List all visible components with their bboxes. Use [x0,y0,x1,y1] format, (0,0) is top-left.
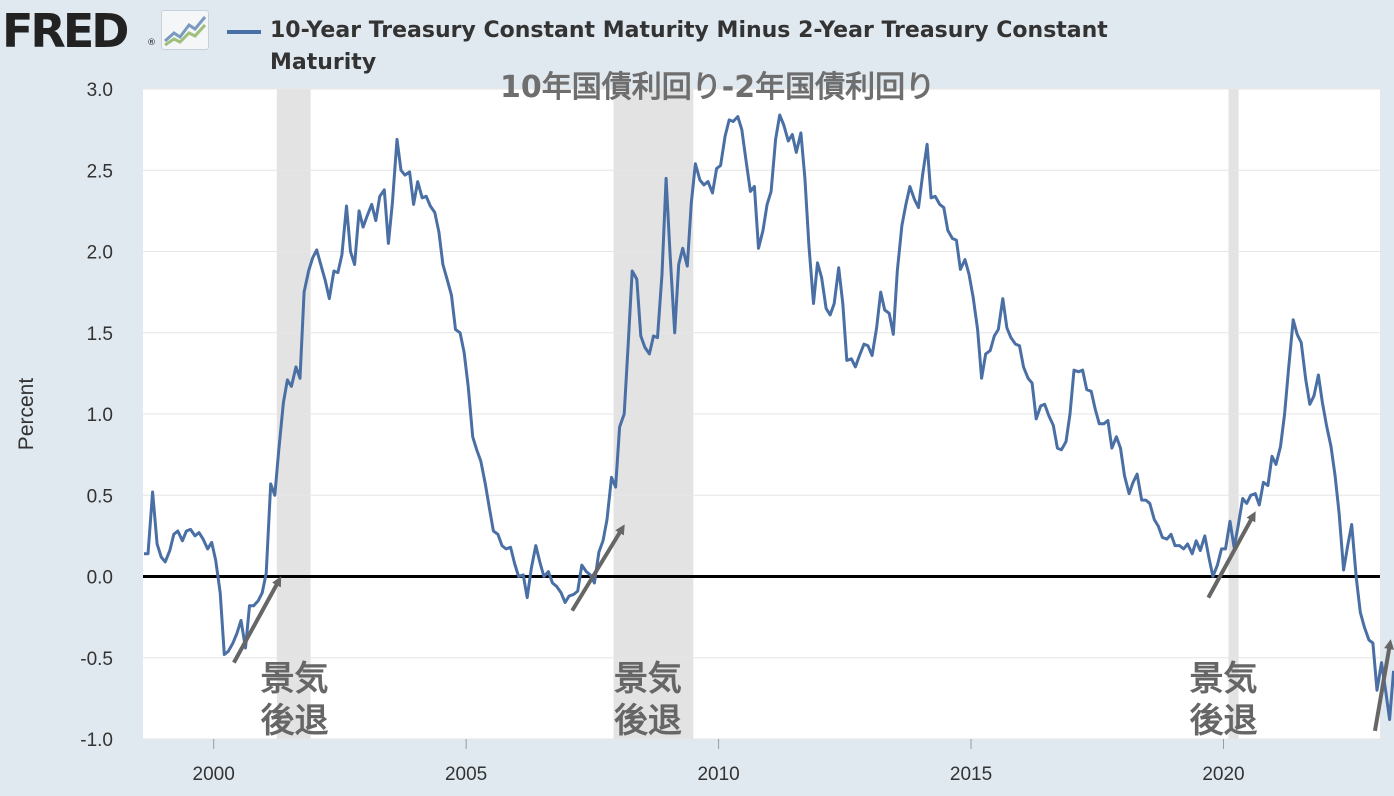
y-tick-label: -1.0 [80,730,113,751]
series-line [144,113,1394,721]
y-tick-label: 1.5 [87,324,113,345]
y-tick-label: 1.0 [87,405,113,426]
recession-annotation-label: 景気 [260,659,328,699]
y-tick-label: 0.0 [87,568,113,589]
annotation-arrow [570,524,625,612]
fred-graph-icon [161,10,209,50]
x-tick-label: 2020 [1202,764,1244,785]
legend-swatch [227,30,261,34]
x-tick-label: 2010 [697,764,739,785]
y-tick-label: 0.5 [87,486,113,507]
y-tick-label: 3.0 [87,80,113,101]
fred-logo[interactable]: FRED [2,4,129,58]
recession-annotation-label: 景気 [614,659,682,699]
recession-annotation-label: 後退 [1189,701,1257,741]
overlay-title: 10年国債利回り-2年国債利回り [500,70,936,105]
x-tick-label: 2015 [950,764,992,785]
annotation-arrow [1206,511,1256,599]
y-tick-label: -0.5 [80,649,113,670]
y-axis-label: Percent [15,378,38,451]
legend-label: 10-Year Treasury Constant Maturity Minus… [270,18,1108,75]
recession-annotation-label: 景気 [1189,659,1257,699]
annotation-arrow [1372,639,1394,732]
x-tick-label: 2000 [193,764,235,785]
recession-annotation-label: 後退 [614,701,682,741]
y-tick-label: 2.0 [87,243,113,264]
x-tick-label: 2005 [445,764,487,785]
registered-mark: ® [147,38,156,48]
annotation-arrow [232,576,282,664]
recession-annotation-label: 後退 [260,701,328,741]
y-tick-label: 2.5 [87,161,113,182]
